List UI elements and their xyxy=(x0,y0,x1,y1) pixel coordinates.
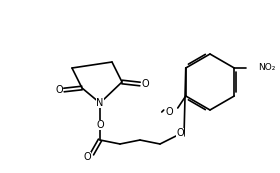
Text: O: O xyxy=(176,128,184,138)
Text: N: N xyxy=(96,98,104,108)
Text: NO₂: NO₂ xyxy=(258,63,276,72)
Text: O: O xyxy=(166,107,174,117)
Text: O: O xyxy=(141,79,149,89)
Text: O: O xyxy=(55,85,63,95)
Text: O: O xyxy=(83,152,91,162)
Text: O: O xyxy=(96,120,104,130)
